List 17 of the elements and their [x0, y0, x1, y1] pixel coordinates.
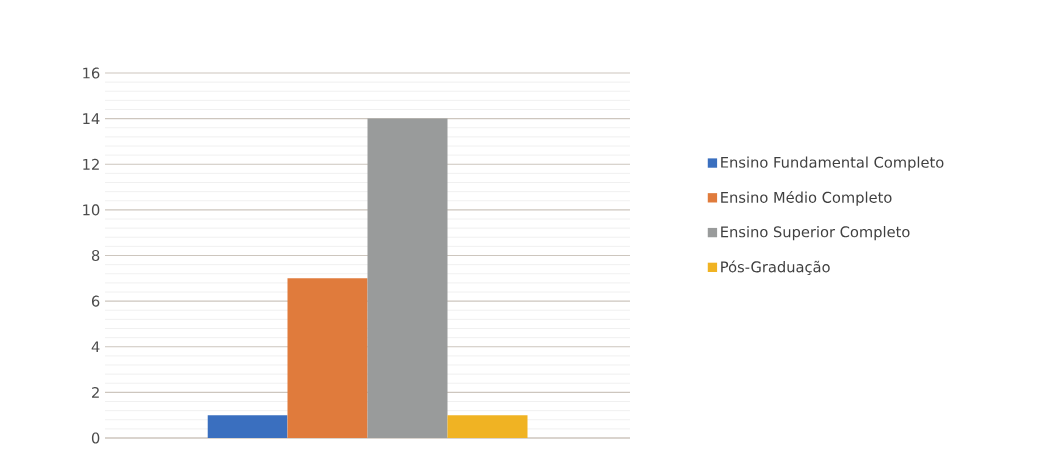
y-tick-label: 14	[83, 113, 100, 124]
bar	[447, 415, 528, 438]
legend-label: Pós-Graduação	[721, 260, 830, 276]
bar	[207, 415, 288, 438]
y-tick-label: 2	[92, 386, 99, 398]
y-tick-label: 16	[83, 67, 100, 79]
y-tick-label: 6	[91, 295, 100, 307]
y-tick-label: 12	[83, 158, 99, 170]
y-tick-label: 8	[91, 249, 100, 262]
y-tick-label: 4	[91, 341, 100, 353]
bar	[287, 278, 368, 438]
legend-label: Ensino Superior Completo	[721, 226, 910, 241]
legend-label: Ensino Médio Completo	[721, 190, 892, 206]
y-tick-label: 0	[91, 432, 100, 444]
y-tick-label: 10	[83, 204, 100, 216]
bar	[367, 118, 448, 438]
legend-label: Ensino Fundamental Completo	[721, 156, 944, 171]
